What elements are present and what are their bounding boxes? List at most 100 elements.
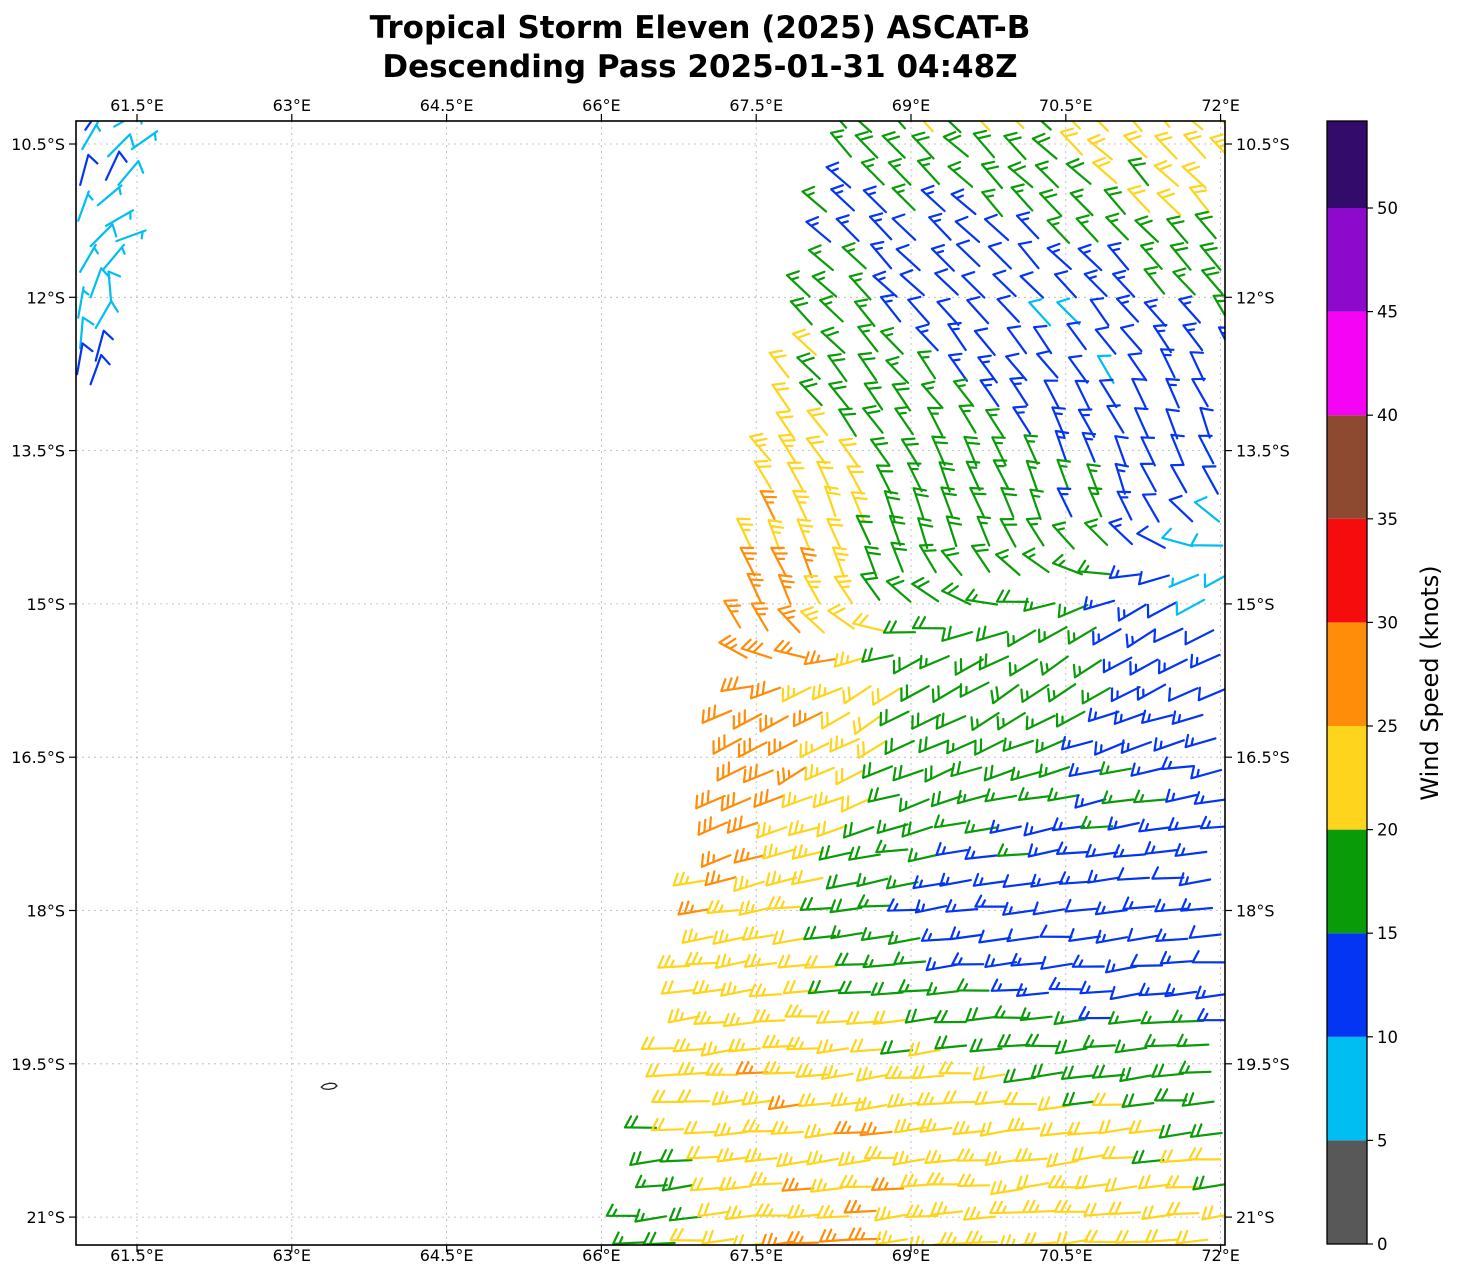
wind-barb — [1180, 898, 1214, 912]
wind-barb — [830, 925, 863, 940]
wind-barb — [1016, 983, 1050, 997]
wind-barb — [1114, 435, 1129, 467]
wind-barb — [741, 926, 775, 941]
wind-barb — [862, 405, 884, 434]
wind-barb — [955, 239, 981, 268]
wind-barb — [933, 814, 967, 829]
wind-barb — [1131, 1149, 1165, 1165]
wind-barb — [885, 575, 912, 603]
wind-barb — [818, 845, 851, 861]
wind-barb — [96, 184, 123, 207]
wind-barb — [879, 708, 910, 727]
wind-barb — [926, 1172, 960, 1186]
wind-barb — [940, 486, 957, 518]
wind-barb — [894, 406, 914, 436]
wind-barb — [1129, 658, 1159, 676]
wind-barb — [1037, 1096, 1071, 1112]
wind-barb — [852, 613, 885, 632]
wind-barb — [777, 433, 797, 464]
lat-tick-label-right: 18°S — [1236, 902, 1275, 921]
wind-barb — [767, 519, 785, 551]
wind-barb — [716, 1147, 750, 1163]
wind-barb — [887, 930, 921, 945]
wind-barb — [1188, 1147, 1222, 1161]
wind-barb — [983, 764, 1016, 782]
wind-barb — [684, 951, 719, 966]
wind-barb — [692, 979, 726, 995]
wind-barb — [833, 574, 854, 604]
chart-title-line1: Tropical Storm Eleven (2025) ASCAT-B — [370, 10, 1031, 46]
wind-barb — [645, 1063, 679, 1078]
wind-barb — [1189, 1123, 1223, 1138]
wind-barb — [1137, 1174, 1171, 1190]
wind-barb — [1133, 407, 1149, 438]
wind-barb — [830, 184, 855, 212]
wind-barb — [1014, 121, 1025, 129]
wind-barb — [1154, 1088, 1188, 1102]
wind-barb — [990, 684, 1020, 705]
wind-barb — [700, 850, 732, 868]
wind-barb — [856, 872, 889, 888]
wind-barb — [1096, 121, 1109, 132]
wind-barb — [972, 1065, 1006, 1081]
wind-barb — [1178, 872, 1212, 887]
wind-barb — [885, 356, 910, 384]
wind-barb — [669, 1228, 703, 1242]
wind-barb — [999, 1234, 1032, 1245]
wind-barb — [1117, 603, 1147, 622]
island-outline — [320, 1082, 338, 1091]
wind-barb — [1096, 354, 1115, 384]
wind-barb — [796, 352, 821, 380]
wind-barb — [891, 382, 911, 412]
wind-barb — [785, 270, 811, 298]
wind-barb — [872, 270, 898, 298]
wind-barb — [1038, 763, 1071, 778]
wind-barb — [1181, 161, 1207, 189]
wind-barb — [1157, 658, 1188, 675]
wind-barb — [1199, 815, 1225, 830]
wind-barb — [1140, 1010, 1174, 1025]
wind-barb — [816, 1205, 850, 1219]
wind-barb — [1027, 843, 1061, 858]
wind-barb — [806, 407, 829, 437]
wind-barb — [765, 870, 798, 887]
wind-barb — [981, 188, 1004, 218]
lon-tick-label-bottom: 66°E — [582, 1246, 620, 1264]
wind-barb — [842, 685, 872, 705]
lon-tick-label-top: 61.5°E — [110, 96, 164, 115]
wind-barb — [964, 846, 998, 860]
wind-barb — [945, 515, 963, 548]
wind-barb — [898, 979, 932, 993]
wind-barb — [1170, 463, 1188, 494]
wind-barb — [1190, 653, 1221, 669]
wind-barb — [1138, 982, 1172, 997]
wind-barb — [1010, 766, 1043, 781]
wind-barb — [984, 1150, 1018, 1166]
wind-barb — [871, 687, 901, 706]
colorbar-axis-label: Wind Speed (knots) — [1416, 565, 1444, 800]
wind-barb — [1094, 741, 1125, 756]
wind-barb — [683, 1120, 717, 1135]
wind-barb — [1113, 844, 1147, 858]
wind-barb — [736, 517, 754, 548]
wind-barb — [107, 270, 122, 304]
wind-barb — [1066, 321, 1087, 351]
wind-barb — [727, 1038, 761, 1053]
chart-title-line2: Descending Pass 2025-01-31 04:48Z — [382, 49, 1017, 85]
wind-barb — [912, 487, 929, 519]
wind-barb — [759, 490, 778, 521]
wind-barb — [789, 297, 813, 326]
wind-barb — [1131, 121, 1143, 133]
lat-tick-label-left: 15°S — [26, 595, 65, 614]
wind-barb — [1006, 928, 1040, 943]
wind-barb — [1029, 488, 1044, 521]
wind-barb — [807, 244, 834, 272]
wind-barb — [914, 899, 948, 914]
wind-barb — [956, 1148, 990, 1162]
wind-barb — [1036, 350, 1059, 379]
wind-barb — [1106, 404, 1125, 434]
wind-barb — [1010, 952, 1044, 967]
wind-barb — [799, 740, 830, 759]
wind-barb — [840, 795, 872, 813]
wind-barb — [81, 121, 102, 151]
